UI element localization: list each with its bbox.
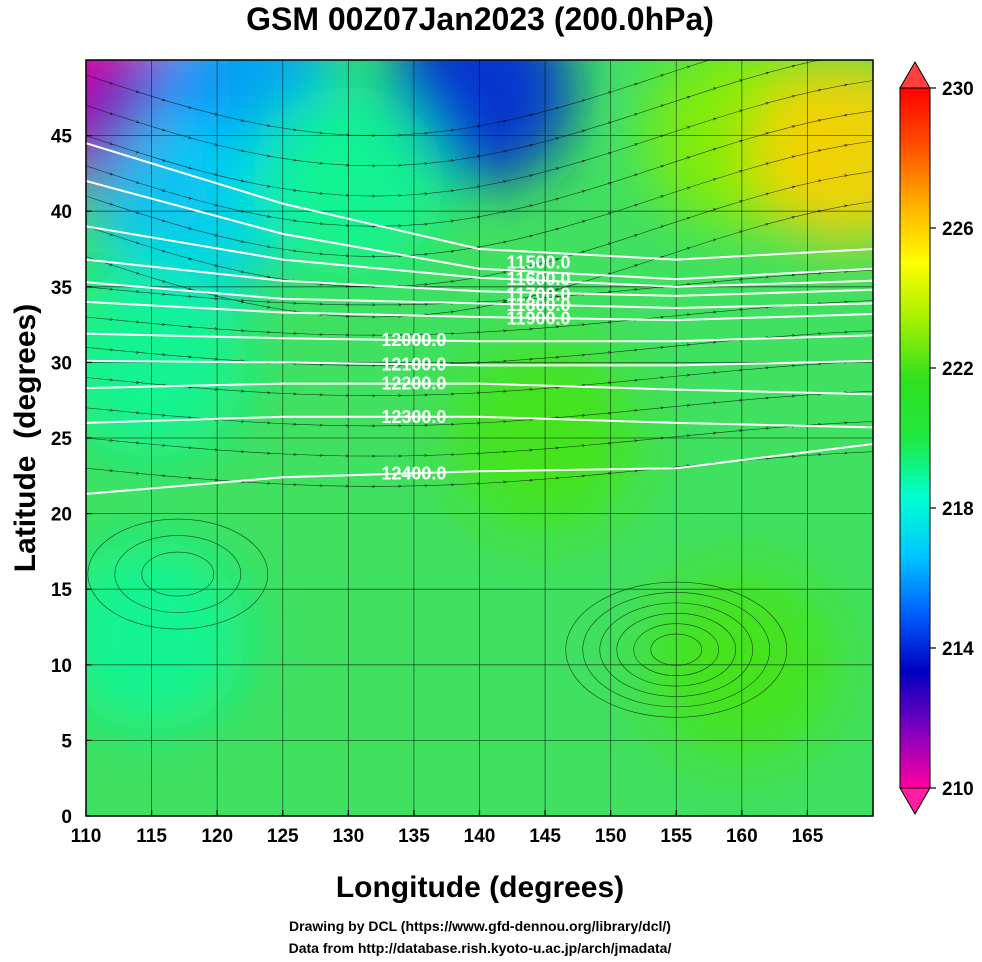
colorbar-body [900, 88, 930, 788]
x-tick-label-4: 130 [332, 826, 364, 847]
x-tick-label-7: 145 [529, 826, 561, 847]
contour-line-8 [86, 382, 873, 396]
y-tick-label-0: 0 [61, 807, 72, 828]
streamlines [86, 60, 873, 718]
colorbar-frame [899, 87, 931, 789]
contour-line-7 [86, 359, 873, 367]
y-tick-label-4: 20 [51, 505, 72, 526]
x-axis: 110 115 120 125 130 135 140 145 150 155 160 165 [71, 810, 824, 847]
y-tick-label-3: 15 [51, 580, 73, 601]
colorbar-tick-label-3: 222 [942, 359, 974, 380]
contour-label-0: 11500.0 [506, 253, 570, 273]
streamline-17 [599, 602, 754, 697]
credit-line-2: Data from http://database.rish.kyoto-u.a… [289, 940, 672, 956]
streamline-15 [633, 623, 720, 676]
contour-line-6 [86, 332, 873, 343]
colorbar-tick-label-5: 230 [942, 79, 974, 100]
contour-label-6: 12000.0 [381, 330, 446, 350]
y-tick-label-8: 40 [51, 202, 72, 223]
contour-label-10: 12400.0 [381, 463, 446, 483]
streamline-16 [616, 612, 737, 687]
colorbar-tick-label-4: 226 [942, 219, 974, 240]
contour-line-9 [86, 415, 873, 429]
contour-label-9: 12300.0 [381, 407, 446, 427]
streamline-18 [582, 592, 771, 708]
colorbar-tick-label-1: 214 [942, 639, 974, 660]
colorbar-tick-label-0: 210 [942, 779, 974, 800]
colorbar-ticks: 210 214 218 222 226 230 [930, 79, 974, 800]
y-tick-label-2: 10 [51, 656, 72, 677]
contour-line-2 [86, 225, 873, 288]
x-tick-label-5: 135 [398, 826, 430, 847]
y-axis: 0 5 10 15 20 25 30 35 40 45 [51, 127, 92, 828]
x-tick-label-3: 125 [267, 826, 299, 847]
contour-line-10 [86, 443, 873, 495]
streamline-20 [141, 551, 215, 597]
streamline-21 [114, 535, 242, 613]
y-axis-label: Latitude (degrees) [9, 304, 42, 572]
chart-title: GSM 00Z07Jan2023 (200.0hPa) [246, 1, 714, 37]
y-tick-label-9: 45 [51, 127, 73, 148]
x-tick-label-1: 115 [136, 826, 167, 847]
colorbar-max-arrow [899, 60, 931, 89]
contour-label-8: 12200.0 [381, 374, 446, 394]
contour-line-4 [86, 281, 873, 310]
colorbar: 210 214 218 222 226 230 [899, 60, 974, 816]
contour-label-3: 11700.0 [506, 285, 570, 305]
contour-line-1 [86, 180, 873, 281]
streamline-14 [650, 633, 703, 666]
colorbar-min-arrow [899, 787, 931, 816]
x-tick-label-10: 160 [726, 826, 758, 847]
plot-area: 11500.011600.011700.011800.011900.012000… [51, 59, 874, 847]
contour-label-1: 11600.0 [506, 269, 570, 289]
contour-line-0 [86, 142, 873, 261]
x-tick-label-8: 150 [595, 826, 627, 847]
x-tick-label-6: 140 [464, 826, 496, 847]
x-tick-label-0: 110 [71, 826, 102, 847]
contour-label-4: 11800.0 [506, 295, 570, 315]
y-tick-label-1: 5 [61, 731, 72, 752]
credit-line-1: Drawing by DCL (https://www.gfd-dennou.o… [289, 918, 671, 934]
y-tick-label-5: 25 [51, 429, 73, 450]
y-tick-label-6: 30 [51, 353, 72, 374]
contour-label-5: 11900.0 [506, 308, 570, 328]
streamline-22 [87, 518, 269, 630]
colorbar-tick-label-2: 218 [942, 499, 974, 520]
contour-line-5 [86, 300, 873, 322]
field-sample-9 [86, 539, 247, 730]
streamline-19 [565, 581, 788, 718]
x-tick-label-11: 165 [792, 826, 824, 847]
x-axis-label: Longitude (degrees) [336, 871, 624, 904]
y-tick-label-7: 35 [51, 278, 73, 299]
x-tick-label-2: 120 [201, 826, 233, 847]
contour-label-7: 12100.0 [381, 354, 446, 374]
contour-line-3 [86, 258, 873, 297]
x-tick-label-9: 155 [660, 826, 692, 847]
